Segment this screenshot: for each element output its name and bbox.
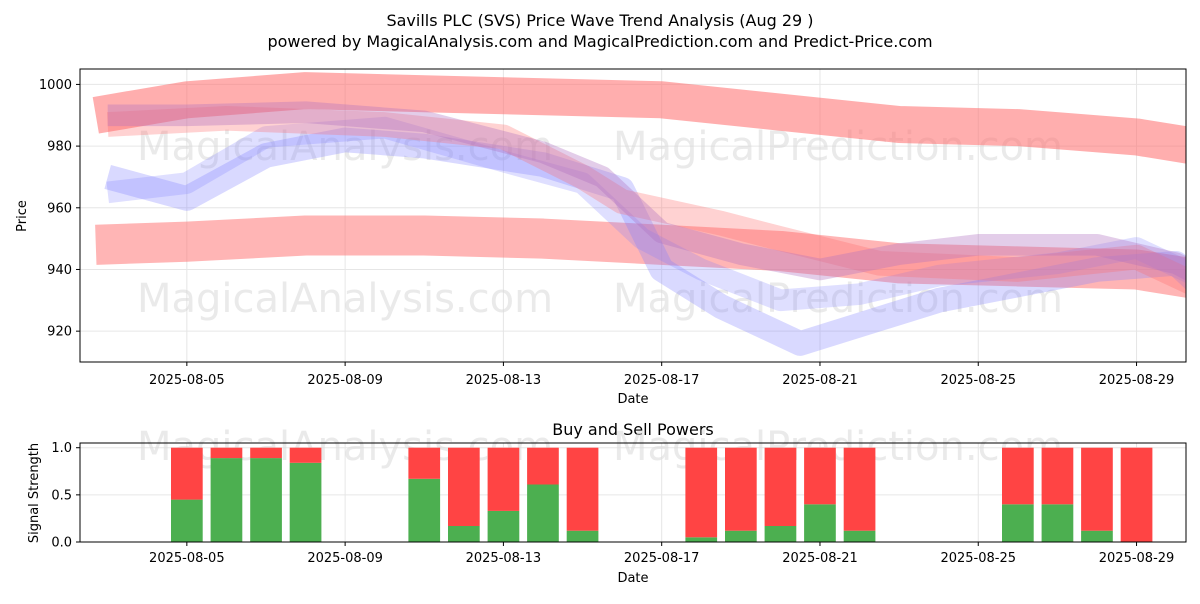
signal-x-axis: 2025-08-05 2025-08-09 2025-08-13 2025-08-17…	[149, 542, 1174, 566]
signal-x-tick-label: 2025-08-21	[782, 551, 858, 566]
sell-bar	[843, 447, 876, 531]
sell-bar	[1081, 447, 1113, 531]
signal-x-tick-label: 2025-08-05	[149, 551, 225, 566]
sell-bar	[487, 447, 520, 511]
buy-bar	[527, 484, 559, 542]
price-band-red-4	[107, 105, 1186, 294]
buy-bar	[408, 478, 441, 542]
price-y-tick-label: 980	[47, 140, 72, 155]
chart-title-line2: powered by MagicalAnalysis.com and Magic…	[267, 32, 932, 51]
buy-bar	[1081, 530, 1113, 542]
sell-bar	[1002, 447, 1034, 505]
buy-bar	[566, 530, 599, 542]
price-band-red-1	[95, 215, 1186, 298]
chart-title-line1: Savills PLC (SVS) Price Wave Trend Analy…	[386, 11, 813, 30]
watermark-prediction-bottom: MagicalPrediction.com	[613, 424, 1063, 470]
buy-bar	[764, 526, 797, 542]
signal-x-axis-label: Date	[617, 571, 648, 586]
buy-bar	[843, 530, 876, 542]
price-y-tick-label: 920	[47, 325, 72, 340]
price-y-axis: 920 940 960 980 1000	[39, 78, 80, 340]
buy-bar	[804, 504, 836, 542]
buy-bar	[685, 537, 718, 542]
sell-bar	[171, 447, 203, 500]
price-band-blue-2	[104, 127, 1186, 356]
sell-bar	[764, 447, 797, 526]
buy-bar	[725, 530, 757, 542]
signal-chart-panel: Buy and Sell Powers MagicalAnalysis.com …	[27, 420, 1187, 586]
price-x-axis: 2025-08-05 2025-08-09 2025-08-13 2025-08-17…	[149, 362, 1174, 388]
signal-x-tick-label: 2025-08-29	[1099, 551, 1175, 566]
signal-bars	[171, 447, 1153, 542]
sell-bar	[725, 447, 757, 531]
buy-bar	[1041, 504, 1074, 542]
price-chart-panel: MagicalAnalysis.com MagicalPrediction.co…	[15, 68, 1187, 407]
price-y-tick-label: 960	[47, 201, 72, 216]
signal-plot-frame	[79, 442, 1187, 543]
price-y-tick-label: 940	[47, 263, 72, 278]
sell-bar	[566, 447, 599, 531]
sell-bar	[1120, 447, 1153, 542]
signal-y-tick-label: 0.5	[51, 488, 72, 503]
price-x-tick-label: 2025-08-09	[307, 373, 383, 388]
price-band-blue-3	[106, 116, 1186, 312]
price-x-tick-label: 2025-08-21	[782, 373, 858, 388]
buy-bar	[487, 510, 520, 542]
price-x-axis-label: Date	[617, 392, 648, 407]
sell-bar	[210, 447, 243, 459]
price-y-axis-label: Price	[15, 200, 30, 232]
watermark-analysis-top-2: MagicalAnalysis.com	[137, 276, 553, 322]
price-x-tick-label: 2025-08-17	[624, 373, 700, 388]
price-bands	[92, 72, 1186, 356]
sell-bar	[685, 447, 718, 538]
buy-bar	[210, 458, 243, 542]
price-y-tick-label: 1000	[39, 78, 72, 93]
price-x-tick-label: 2025-08-05	[149, 373, 225, 388]
sell-bar	[408, 447, 441, 479]
signal-y-axis-label: Signal Strength	[27, 443, 42, 543]
sell-bar	[448, 447, 480, 526]
price-x-tick-label: 2025-08-13	[466, 373, 542, 388]
buy-bar	[448, 526, 480, 542]
sell-bar	[804, 447, 836, 505]
sell-bar	[250, 447, 282, 459]
watermark-analysis-top-1: MagicalAnalysis.com	[137, 124, 553, 170]
signal-x-tick-label: 2025-08-09	[307, 551, 383, 566]
buy-bar	[289, 462, 322, 542]
signal-x-tick-label: 2025-08-25	[940, 551, 1016, 566]
signal-y-tick-label: 1.0	[51, 441, 72, 456]
buy-bar	[171, 499, 203, 542]
price-plot-frame	[79, 68, 1187, 363]
buy-bar	[1002, 504, 1034, 542]
price-band-purple-5	[107, 101, 1186, 281]
buy-bar	[250, 458, 282, 542]
signal-x-tick-label: 2025-08-17	[624, 551, 700, 566]
signal-chart-title: Buy and Sell Powers	[552, 420, 714, 439]
watermark-analysis-bottom: MagicalAnalysis.com	[137, 424, 553, 470]
price-x-tick-label: 2025-08-25	[940, 373, 1016, 388]
sell-bar	[289, 447, 322, 463]
price-band-red-0	[92, 72, 1186, 164]
signal-y-tick-label: 0.0	[51, 536, 72, 551]
signal-y-axis: 0.0 0.5 1.0	[51, 441, 80, 551]
sell-bar	[527, 447, 559, 485]
signal-x-tick-label: 2025-08-13	[466, 551, 542, 566]
price-x-tick-label: 2025-08-29	[1099, 373, 1175, 388]
sell-bar	[1041, 447, 1074, 505]
